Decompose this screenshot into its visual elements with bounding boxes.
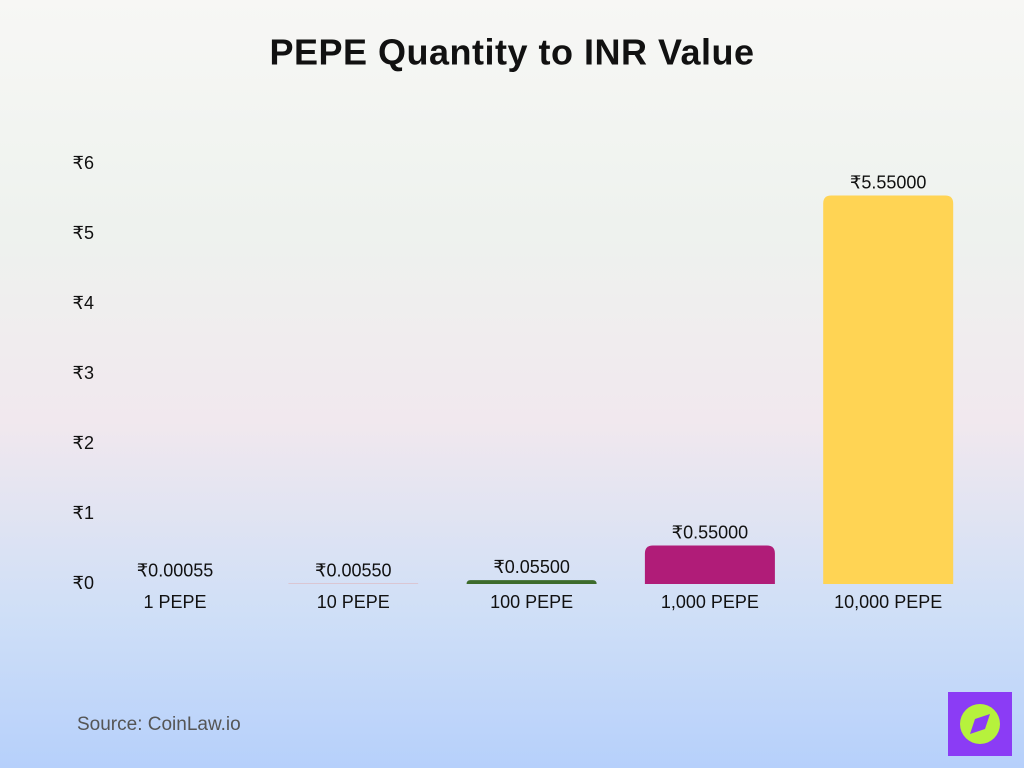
x-tick-label: 10,000 PEPE [834,592,942,612]
y-tick-label: ₹1 [73,503,94,523]
value-label: ₹0.05500 [493,557,570,577]
value-label: ₹0.55000 [672,522,749,542]
y-tick-label: ₹4 [73,293,94,313]
x-tick-label: 100 PEPE [490,592,573,612]
bar [823,195,954,584]
bar [466,580,597,584]
logo-needle [970,714,990,734]
x-tick-label: 1 PEPE [143,592,206,612]
value-label: ₹0.00550 [315,560,392,580]
value-label: ₹5.55000 [850,172,927,192]
y-tick-label: ₹6 [73,153,94,173]
y-tick-label: ₹2 [73,433,94,453]
x-tick-label: 10 PEPE [317,592,390,612]
source-note: Source: CoinLaw.io [77,714,241,735]
x-tick-label: 1,000 PEPE [661,592,759,612]
logo [948,692,1012,756]
chart-title: PEPE Quantity to INR Value [269,32,754,73]
y-tick-label: ₹0 [73,573,94,593]
y-tick-label: ₹3 [73,363,94,383]
y-tick-label: ₹5 [73,223,94,243]
bar [644,545,775,584]
value-label: ₹0.00055 [137,561,214,581]
